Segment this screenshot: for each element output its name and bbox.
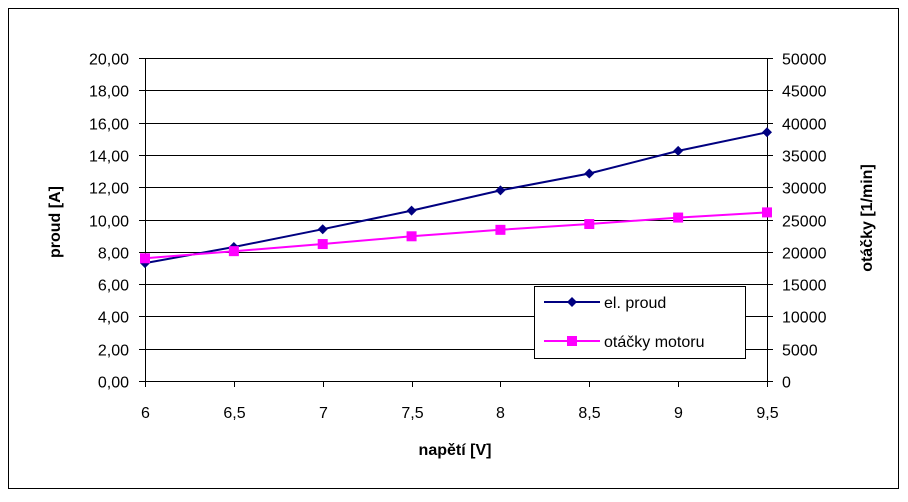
data-point-square — [140, 253, 150, 264]
y2-axis-title: otáčky [1/min] — [859, 164, 876, 272]
legend-marker-diamond — [567, 297, 577, 307]
data-point-diamond — [495, 185, 506, 196]
data-point-diamond — [317, 224, 328, 235]
y2-tick-label: 0 — [782, 375, 791, 392]
y2-tick-label: 45000 — [782, 84, 827, 101]
data-point-square — [317, 239, 328, 250]
data-point-square — [673, 212, 684, 223]
y-axis-title: proud [A] — [47, 186, 64, 258]
y-tick-label: 2,00 — [98, 343, 129, 360]
x-tick-label: 9,5 — [756, 405, 778, 422]
y2-tick-label: 10000 — [782, 310, 827, 327]
x-tick-label: 6 — [141, 405, 150, 422]
y-tick-label: 4,00 — [98, 310, 129, 327]
series-layer — [140, 127, 772, 269]
y-tick-label: 12,00 — [89, 181, 129, 198]
data-point-square — [406, 231, 417, 242]
chart-border — [8, 8, 899, 489]
legend-box — [534, 286, 746, 359]
tick-labels: 0,00 0 2,00 5000 4,00 10000 6,00 15000 8,00 20000… — [89, 52, 827, 423]
data-point-diamond — [673, 145, 684, 156]
y2-tick-label: 30000 — [782, 181, 827, 198]
y-tick-label: 16,00 — [89, 117, 129, 134]
y-tick-label: 14,00 — [89, 149, 129, 166]
y2-tick-label: 15000 — [782, 278, 827, 295]
x-tick-label: 7 — [319, 405, 328, 422]
data-point-diamond — [584, 168, 595, 179]
y2-tick-label: 35000 — [782, 149, 827, 166]
data-point-square — [762, 207, 772, 218]
y2-tick-label: 50000 — [782, 52, 827, 69]
y-tick-label: 10,00 — [89, 214, 129, 231]
y2-tick-label: 5000 — [782, 343, 818, 360]
y-tick-label: 8,00 — [98, 246, 129, 263]
y-tick-label: 18,00 — [89, 84, 129, 101]
x-tick-label: 7,5 — [401, 405, 423, 422]
x-tick-label: 6,5 — [223, 405, 245, 422]
data-point-square — [228, 246, 239, 257]
data-point-square — [495, 224, 506, 235]
x-tick-label: 8 — [496, 405, 505, 422]
legend-marker-square — [567, 336, 577, 346]
x-axis-title: napětí [V] — [419, 442, 492, 459]
series-line-1 — [144, 211, 768, 260]
legend-label-otacky-motoru: otáčky motoru — [604, 334, 704, 351]
y-tick-label: 6,00 — [98, 278, 129, 295]
legend: el. proud otáčky motoru — [534, 286, 746, 359]
data-point-square — [584, 219, 595, 230]
y-tick-label: 0,00 — [98, 375, 129, 392]
data-point-diamond — [762, 127, 772, 138]
axes — [139, 58, 773, 387]
x-tick-label: 8,5 — [578, 405, 600, 422]
y2-tick-label: 40000 — [782, 117, 827, 134]
series-line-0 — [144, 131, 768, 265]
data-point-diamond — [406, 205, 417, 216]
x-tick-label: 9 — [674, 405, 683, 422]
legend-label-el-proud: el. proud — [604, 295, 666, 312]
y-tick-label: 20,00 — [89, 52, 129, 69]
y2-tick-label: 20000 — [782, 246, 827, 263]
y2-tick-label: 25000 — [782, 214, 827, 231]
